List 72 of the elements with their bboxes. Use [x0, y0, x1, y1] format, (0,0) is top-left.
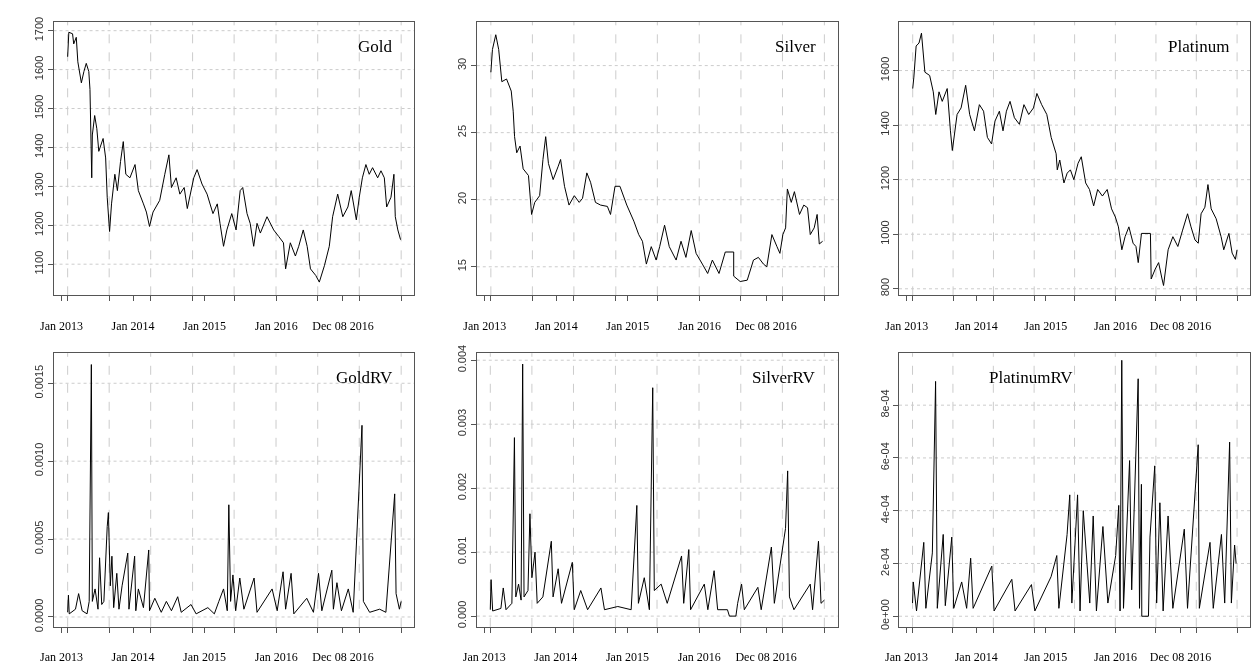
text: Platinum	[1168, 37, 1230, 56]
x-tick-label: Jan 2013	[885, 318, 929, 333]
y-tick-label: 20	[456, 191, 469, 205]
text: Silver	[775, 37, 816, 56]
x-tick-label: Jan 2013	[40, 650, 84, 665]
text: SilverRV	[752, 368, 816, 387]
x-tick-label: Jan 2016	[677, 318, 721, 333]
y-tick-label: 1700	[33, 16, 46, 42]
x-tick-label: Jan 2014	[954, 650, 998, 665]
y-tick-label: 30	[456, 57, 469, 71]
x-tick-label: Jan 2015	[183, 650, 227, 665]
x-tick-label: Dec 08 2016	[1149, 650, 1212, 665]
y-tick-label: 1600	[33, 55, 46, 81]
y-tick-label: 15	[456, 258, 469, 272]
line-series	[912, 359, 1237, 617]
y-tick-label: 1600	[878, 56, 891, 82]
y-tick-label: 2e-04	[878, 547, 891, 576]
y-tick-label: 0.002	[456, 472, 469, 501]
x-tick-label: Dec 08 2016	[312, 318, 374, 333]
y-tick-label: 4e-04	[878, 494, 891, 524]
y-tick-label: 0.000	[456, 600, 469, 629]
y-tick-label: 6e-04	[878, 442, 891, 471]
x-tick-label: Jan 2013	[40, 318, 84, 333]
y-tick-label: 0.0005	[33, 520, 46, 555]
x-tick-label: Jan 2016	[677, 650, 721, 665]
x-tick-label: Jan 2015	[1024, 650, 1068, 665]
x-tick-label: Jan 2014	[111, 318, 155, 333]
y-tick-label: 1000	[878, 220, 891, 245]
y-tick-label: 0.004	[456, 344, 469, 373]
x-tick-label: Jan 2015	[606, 318, 650, 333]
y-tick-label: 1400	[33, 133, 46, 159]
x-tick-label: Dec 08 2016	[735, 650, 797, 665]
y-tick-label: 8e-04	[878, 389, 891, 418]
y-tick-label: 0.0000	[33, 598, 46, 633]
x-tick-label: Jan 2014	[534, 318, 578, 333]
x-tick-label: Jan 2014	[111, 650, 155, 665]
text: PlatinumRV	[989, 368, 1074, 387]
line-series	[67, 364, 402, 615]
x-tick-label: Jan 2016	[254, 650, 298, 665]
line-series	[67, 31, 402, 283]
x-tick-label: Jan 2015	[183, 318, 227, 333]
line-series	[489, 363, 825, 617]
x-tick-label: Jan 2015	[1024, 318, 1068, 333]
y-tick-label: 0e+00	[878, 599, 891, 631]
x-tick-label: Jan 2013	[463, 318, 507, 333]
x-tick-label: Jan 2015	[605, 650, 649, 665]
x-tick-label: Dec 08 2016	[312, 650, 374, 665]
x-tick-label: Jan 2016	[1094, 318, 1138, 333]
y-tick-label: 0.0015	[33, 364, 46, 399]
y-tick-label: 0.0010	[33, 442, 46, 477]
text: GoldRV	[336, 368, 393, 387]
y-tick-label: 0.001	[456, 536, 469, 565]
y-tick-label: 1500	[33, 94, 46, 120]
x-tick-label: Jan 2013	[462, 650, 506, 665]
y-tick-label: 0.003	[456, 408, 469, 437]
text: Gold	[358, 37, 393, 56]
x-tick-label: Jan 2016	[254, 318, 298, 333]
line-series	[912, 32, 1238, 287]
y-tick-label: 1300	[33, 172, 46, 197]
x-tick-label: Jan 2013	[885, 650, 929, 665]
x-tick-label: Dec 08 2016	[735, 318, 797, 333]
y-tick-label: 800	[878, 277, 891, 297]
y-tick-label: 25	[456, 124, 469, 138]
x-tick-label: Jan 2016	[1093, 650, 1137, 665]
y-tick-label: 1100	[33, 250, 46, 275]
y-tick-label: 1400	[878, 111, 891, 136]
line-series	[490, 34, 824, 283]
x-tick-label: Jan 2014	[534, 650, 578, 665]
x-tick-label: Dec 08 2016	[1149, 318, 1212, 333]
y-tick-label: 1200	[33, 211, 46, 236]
x-tick-label: Jan 2014	[954, 318, 998, 333]
y-tick-label: 1200	[878, 165, 891, 191]
